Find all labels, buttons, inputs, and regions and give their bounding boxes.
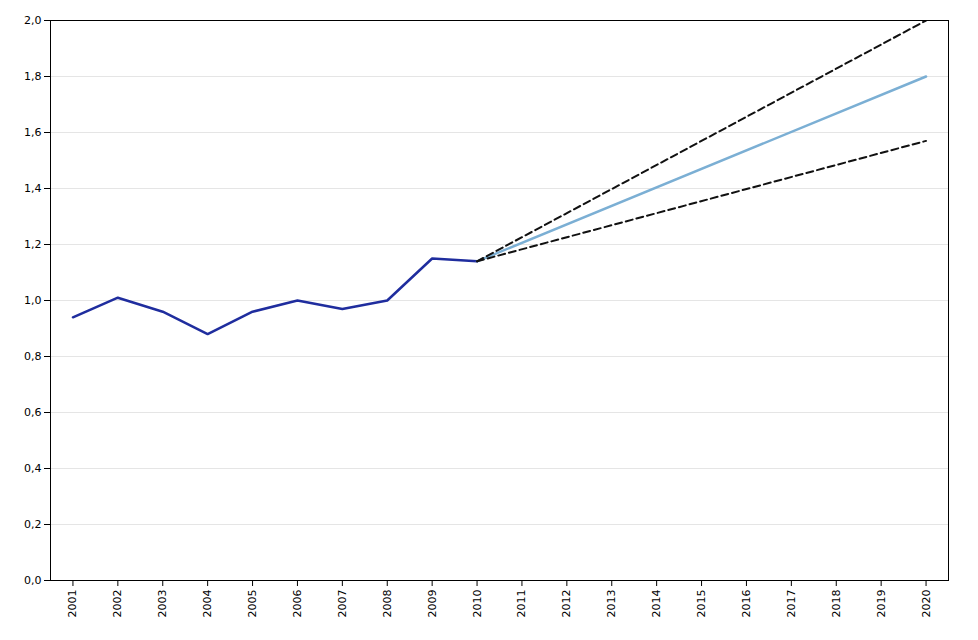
svg-text:2007: 2007: [336, 590, 349, 618]
svg-text:0,0: 0,0: [24, 574, 42, 587]
svg-text:2011: 2011: [515, 590, 528, 618]
svg-text:2001: 2001: [66, 590, 79, 618]
svg-text:0,2: 0,2: [24, 518, 42, 531]
svg-text:0,6: 0,6: [24, 406, 42, 419]
svg-text:2019: 2019: [875, 590, 888, 618]
svg-text:2008: 2008: [381, 590, 394, 618]
svg-text:0,4: 0,4: [24, 462, 42, 475]
svg-text:2018: 2018: [830, 590, 843, 618]
svg-text:2006: 2006: [291, 590, 304, 618]
svg-text:1,4: 1,4: [24, 182, 42, 195]
svg-text:2010: 2010: [471, 590, 484, 618]
svg-text:2009: 2009: [426, 590, 439, 618]
svg-text:1,8: 1,8: [24, 70, 42, 83]
svg-text:2020: 2020: [920, 590, 933, 618]
svg-text:2017: 2017: [785, 590, 798, 618]
svg-text:2013: 2013: [605, 590, 618, 618]
svg-text:2016: 2016: [740, 590, 753, 618]
svg-text:2005: 2005: [246, 590, 259, 618]
svg-text:2004: 2004: [201, 590, 214, 618]
svg-text:1,6: 1,6: [24, 126, 42, 139]
svg-text:0,8: 0,8: [24, 350, 42, 363]
svg-text:2,0: 2,0: [24, 14, 42, 27]
svg-text:1,0: 1,0: [24, 294, 42, 307]
svg-text:2014: 2014: [650, 590, 663, 618]
svg-text:2003: 2003: [156, 590, 169, 618]
svg-text:2012: 2012: [560, 590, 573, 618]
svg-text:1,2: 1,2: [24, 238, 42, 251]
svg-text:2002: 2002: [111, 590, 124, 618]
svg-text:2015: 2015: [695, 590, 708, 618]
